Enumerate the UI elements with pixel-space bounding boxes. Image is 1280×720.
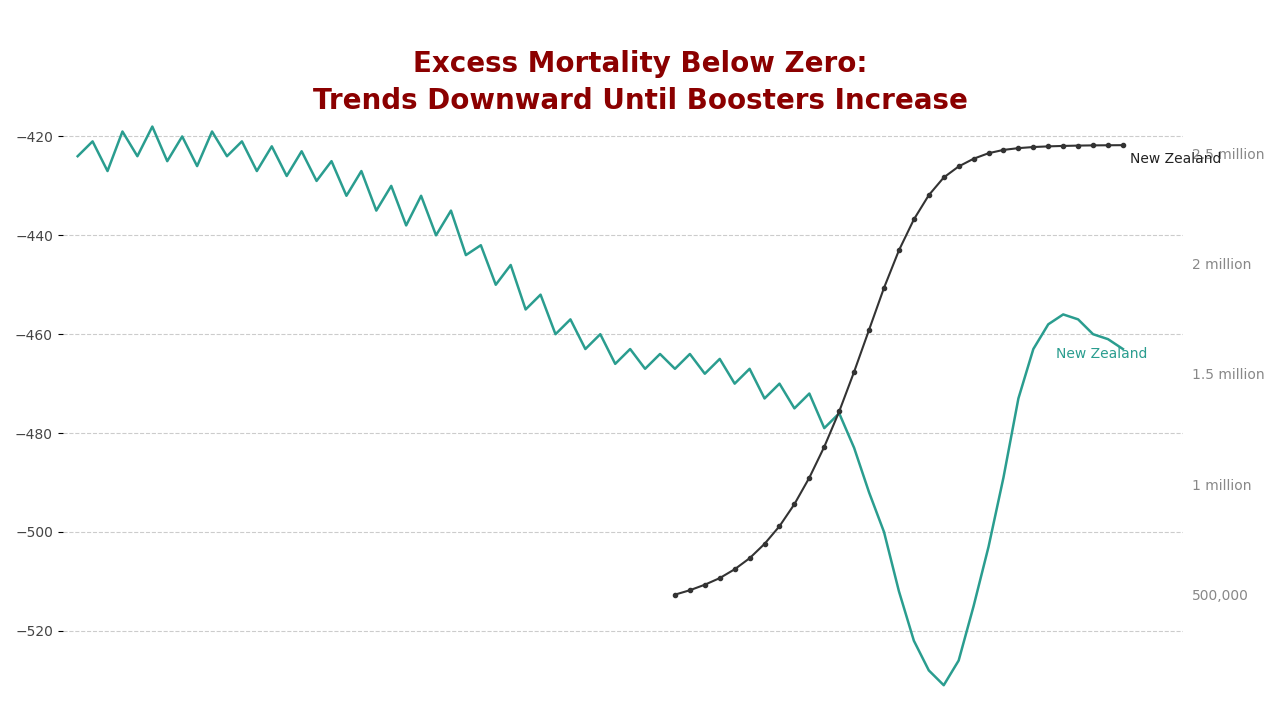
- Text: New Zealand: New Zealand: [1056, 347, 1147, 361]
- Text: New Zealand: New Zealand: [1130, 152, 1222, 166]
- Text: Excess Mortality Below Zero:
Trends Downward Until Boosters Increase: Excess Mortality Below Zero: Trends Down…: [312, 50, 968, 115]
